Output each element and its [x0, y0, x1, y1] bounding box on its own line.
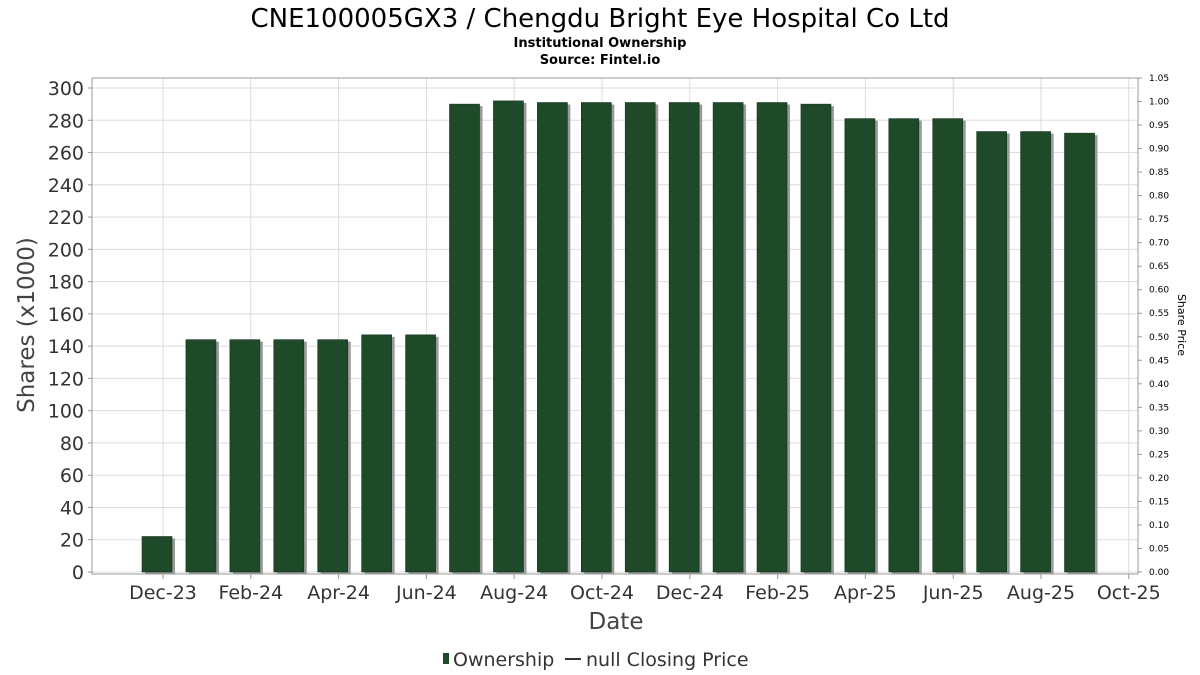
- x-tick-label: Feb-25: [745, 582, 810, 604]
- y-tick-label: 100: [48, 401, 84, 423]
- ownership-bar: [449, 103, 480, 573]
- y2-tick-label: 0.75: [1149, 215, 1169, 225]
- ownership-bar: [141, 536, 173, 573]
- y2-tick-label: 0.35: [1149, 403, 1169, 413]
- y-tick-label: 160: [48, 304, 84, 326]
- ownership-bar: [1064, 132, 1095, 573]
- y2-tick-label: 0.90: [1149, 145, 1169, 155]
- y2-tick-label: 0.80: [1149, 192, 1169, 202]
- y2-tick-label: 0.60: [1149, 286, 1169, 296]
- y-tick-label: 260: [48, 143, 84, 165]
- legend-closing-price-label: null Closing Price: [586, 649, 749, 671]
- ownership-bar: [405, 334, 436, 573]
- legend-ownership-label: Ownership: [453, 649, 554, 671]
- x-tick-label: Oct-24: [570, 582, 634, 604]
- y2-tick-label: 0.40: [1149, 380, 1169, 390]
- y2-tick-label: 0.05: [1149, 544, 1169, 554]
- y-axis-label: Shares (x1000): [14, 237, 40, 413]
- x-tick-label: Apr-24: [307, 582, 370, 604]
- legend-ownership-swatch: [443, 653, 449, 664]
- ownership-bar: [932, 118, 964, 573]
- ownership-bar: [844, 118, 876, 573]
- y2-tick-label: 0.25: [1149, 450, 1169, 460]
- y-tick-label: 180: [48, 272, 84, 294]
- y2-tick-label: 1.05: [1149, 74, 1169, 84]
- y-tick-label: 80: [60, 433, 84, 455]
- y-tick-label: 120: [48, 368, 84, 390]
- y-tick-label: 60: [60, 465, 84, 487]
- y2-tick-label: 1.00: [1149, 98, 1169, 108]
- x-tick-label: Apr-25: [834, 582, 897, 604]
- x-tick-label: Dec-24: [656, 582, 724, 604]
- y2-tick-label: 0.00: [1149, 568, 1169, 578]
- ownership-bar: [273, 339, 305, 573]
- x-axis-label: Date: [589, 609, 644, 635]
- ownership-bar: [756, 102, 788, 573]
- x-tick-label: Jun-25: [922, 582, 984, 604]
- chart-subtitle: Institutional Ownership: [514, 36, 687, 51]
- ownership-bar: [493, 100, 524, 573]
- y2-axis-ticks: 0.00 0.05 0.10 0.15 0.20 0.25 0.30 0.35 0.40 0.45…: [1138, 74, 1169, 578]
- x-tick-label: Aug-24: [480, 582, 548, 604]
- ownership-bar: [668, 102, 700, 573]
- y2-tick-label: 0.50: [1149, 333, 1169, 343]
- chart-title: CNE100005GX3 / Chengdu Bright Eye Hospit…: [250, 4, 949, 34]
- x-axis-ticks: Dec-23 Feb-24 Apr-24 Jun-24 Aug-24 Oct-24 Dec-…: [129, 574, 1161, 604]
- ownership-bar: [712, 102, 744, 573]
- bars: [141, 100, 1098, 575]
- y2-tick-label: 0.20: [1149, 474, 1169, 484]
- y2-tick-label: 0.65: [1149, 262, 1169, 272]
- legend: Ownership null Closing Price: [443, 649, 749, 671]
- y-tick-label: 20: [60, 530, 84, 552]
- ownership-bar: [888, 118, 920, 573]
- plot-frame: [91, 77, 1139, 575]
- y-tick-label: 140: [48, 336, 84, 358]
- x-tick-label: Oct-25: [1097, 582, 1161, 604]
- y2-tick-label: 0.95: [1149, 121, 1169, 131]
- ownership-bar: [1020, 131, 1051, 573]
- ownership-bar: [229, 339, 261, 573]
- y-tick-label: 300: [48, 78, 84, 100]
- ownership-bar: [580, 102, 612, 573]
- y2-tick-label: 0.70: [1149, 239, 1169, 249]
- y-tick-label: 200: [48, 239, 84, 261]
- y-tick-label: 220: [48, 207, 84, 229]
- y2-tick-label: 0.85: [1149, 168, 1169, 178]
- chart-source: Source: Fintel.io: [540, 53, 661, 68]
- ownership-bar: [624, 102, 656, 573]
- y-axis-ticks: 0 20 40 60 80 100 120 140 160 180 200 220 240 260 280 3…: [48, 78, 92, 584]
- ownership-bar: [361, 334, 392, 573]
- y2-tick-label: 0.10: [1149, 521, 1169, 531]
- y2-axis-label: Share Price: [1175, 294, 1188, 356]
- x-tick-label: Jun-24: [395, 582, 457, 604]
- x-tick-label: Feb-24: [218, 582, 283, 604]
- x-tick-label: Aug-25: [1007, 582, 1075, 604]
- y2-tick-label: 0.45: [1149, 356, 1169, 366]
- ownership-bar: [537, 102, 568, 573]
- y-tick-label: 240: [48, 175, 84, 197]
- ownership-bar: [800, 103, 832, 573]
- y2-tick-label: 0.55: [1149, 309, 1169, 319]
- y2-tick-label: 0.15: [1149, 497, 1169, 507]
- x-tick-label: Dec-23: [129, 582, 197, 604]
- ownership-bar: [317, 339, 349, 573]
- ownership-bar: [976, 131, 1007, 573]
- y-tick-label: 40: [60, 497, 84, 519]
- ownership-bar: [185, 339, 217, 573]
- y2-tick-label: 0.30: [1149, 427, 1169, 437]
- y-tick-label: 0: [72, 562, 84, 584]
- y-tick-label: 280: [48, 110, 84, 132]
